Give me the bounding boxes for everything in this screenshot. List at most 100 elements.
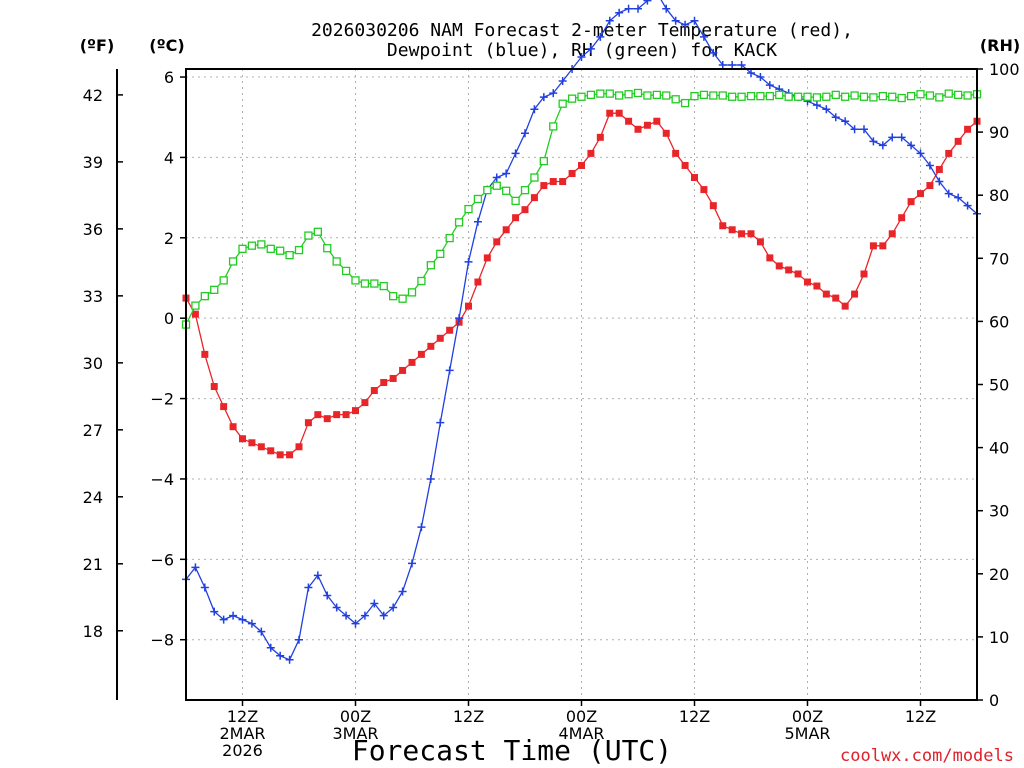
temperature-point — [709, 202, 717, 210]
right-unit-rh: (RH) — [980, 36, 1020, 55]
relative-humidity-point — [323, 244, 332, 253]
temperature-point — [879, 242, 887, 250]
relative-humidity-point — [210, 285, 219, 295]
relative-humidity-point — [304, 231, 313, 240]
relative-humidity-point — [624, 90, 633, 99]
rh-tick-label: 60 — [989, 312, 1009, 331]
dewpoint-point — [257, 627, 266, 636]
relative-humidity-point — [398, 294, 407, 303]
relative-humidity-point — [276, 246, 285, 255]
relative-humidity-point — [407, 288, 417, 297]
temperature-point — [408, 358, 416, 366]
temperature-point — [568, 169, 576, 177]
temperature-point — [220, 403, 228, 411]
temperature-point — [898, 214, 906, 222]
x-tick-label: 00Z — [566, 707, 597, 726]
left-unit-celsius: (ºC) — [149, 36, 184, 55]
temperature-point — [954, 137, 962, 145]
dewpoint-point — [539, 93, 548, 102]
relative-humidity-point — [812, 93, 822, 102]
x-tick-label: 5MAR — [784, 724, 830, 743]
relative-humidity-point — [633, 88, 643, 98]
relative-humidity-point — [662, 91, 671, 100]
dewpoint-point — [426, 474, 435, 483]
temperature-point — [483, 254, 491, 262]
temperature-point — [917, 190, 924, 198]
dewpoint-point — [737, 60, 746, 69]
relative-humidity-point — [285, 250, 294, 260]
rh-tick-label: 30 — [989, 502, 1009, 521]
relative-humidity-point — [803, 92, 812, 101]
dewpoint-point — [398, 587, 407, 596]
dewpoint-point — [624, 4, 633, 13]
temperature-point — [342, 411, 350, 419]
dewpoint-point — [812, 101, 821, 110]
dewpoint-point — [954, 193, 963, 202]
rh-tick-label: 100 — [989, 60, 1020, 79]
relative-humidity-point — [690, 91, 699, 101]
temperature-point — [785, 266, 793, 274]
temperature-point — [286, 451, 294, 459]
dewpoint-point — [596, 32, 605, 41]
temperature-point — [540, 182, 548, 190]
relative-humidity-point — [944, 89, 953, 98]
relative-humidity-point — [417, 276, 426, 286]
relative-humidity-point — [426, 261, 435, 270]
relative-humidity-point — [539, 156, 548, 166]
temperature-point — [813, 282, 821, 290]
celsius-tick-label: −6 — [150, 550, 174, 569]
temperature-point — [945, 149, 953, 157]
temperature-point — [474, 278, 482, 286]
relative-humidity-point — [822, 92, 831, 101]
temperature-point — [672, 149, 680, 157]
chart-title-line2: Dewpoint (blue), RH (green) for KACK — [387, 40, 777, 61]
dewpoint-point — [831, 113, 840, 122]
credit-text: coolwx.com/models — [840, 746, 1014, 766]
dewpoint-point — [615, 8, 624, 17]
x-tick-label: 3MAR — [332, 724, 378, 743]
relative-humidity-point — [906, 91, 916, 101]
rh-tick-label: 90 — [989, 123, 1009, 142]
relative-humidity-point — [341, 266, 351, 276]
temperature-point — [191, 310, 199, 318]
relative-humidity-point — [520, 186, 530, 195]
dewpoint-point — [323, 591, 332, 600]
temperature-point — [512, 214, 520, 222]
celsius-tick-label: 4 — [164, 148, 174, 167]
temperature-point — [596, 133, 604, 141]
temperature-point — [352, 407, 359, 415]
temperature-point — [493, 238, 501, 246]
relative-humidity-point — [266, 244, 275, 253]
relative-humidity-point — [586, 90, 596, 100]
relative-humidity-point — [596, 89, 605, 98]
dewpoint-point — [963, 201, 972, 210]
dewpoint-point — [285, 655, 294, 664]
temperature-point — [323, 415, 331, 423]
temperature-point — [465, 302, 472, 310]
x-tick-label: 12Z — [679, 707, 710, 726]
temperature-point — [747, 230, 755, 238]
fahrenheit-tick-label: 39 — [83, 153, 103, 172]
chart-title-line1: 2026030206 NAM Forecast 2-meter Temperat… — [311, 20, 853, 41]
relative-humidity-point — [746, 91, 756, 101]
temperature-point — [455, 318, 463, 326]
dewpoint-point — [709, 48, 718, 57]
temperature-point — [804, 278, 811, 286]
dewpoint-point — [944, 189, 953, 198]
rh-tick-label: 20 — [989, 565, 1009, 584]
relative-humidity-point — [859, 92, 869, 101]
relative-humidity-point — [379, 281, 388, 291]
fahrenheit-tick-label: 36 — [83, 220, 103, 239]
temperature-point — [370, 387, 378, 395]
dewpoint-point — [342, 611, 351, 620]
dewpoint-point — [295, 635, 303, 644]
temperature-point — [295, 443, 303, 451]
fahrenheit-tick-label: 42 — [83, 86, 103, 105]
dewpoint-point — [897, 133, 906, 142]
dewpoint-point — [850, 125, 859, 134]
dewpoint-point — [605, 16, 614, 25]
rh-tick-label: 10 — [989, 628, 1009, 647]
dewpoint-point — [266, 643, 275, 652]
temperature-point — [851, 290, 859, 298]
dewpoint-point — [229, 611, 238, 620]
